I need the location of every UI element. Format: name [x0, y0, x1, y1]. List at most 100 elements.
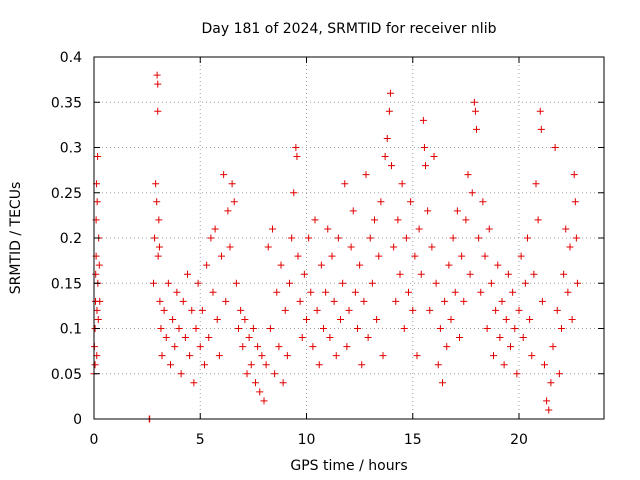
data-point — [95, 261, 103, 269]
data-point — [154, 107, 162, 115]
data-point — [175, 325, 183, 332]
data-point — [560, 270, 568, 278]
data-point — [322, 288, 330, 296]
x-tick-label: 15 — [404, 432, 422, 448]
data-point — [362, 171, 370, 179]
data-point — [373, 315, 381, 323]
data-point — [521, 279, 529, 287]
data-point — [194, 279, 202, 287]
data-point — [258, 352, 266, 360]
data-point — [205, 334, 213, 342]
data-point — [271, 370, 279, 378]
data-point — [298, 334, 306, 342]
data-point — [196, 343, 204, 351]
data-point — [551, 144, 559, 151]
data-point — [494, 261, 502, 269]
data-point — [296, 297, 304, 305]
x-tick-label: 10 — [298, 432, 316, 448]
data-point — [458, 252, 466, 260]
data-point — [260, 397, 268, 405]
data-point — [377, 198, 385, 206]
data-point — [237, 306, 245, 314]
data-point — [498, 297, 506, 305]
data-point — [449, 234, 457, 242]
data-point — [235, 325, 242, 332]
data-point — [553, 306, 561, 314]
data-point — [515, 306, 523, 314]
data-point — [230, 198, 238, 206]
data-point — [317, 261, 325, 269]
data-point — [530, 270, 538, 278]
y-tick-label: 0 — [73, 412, 82, 428]
data-point — [245, 334, 253, 342]
data-point — [566, 243, 574, 251]
data-point — [534, 216, 542, 224]
data-point — [466, 270, 474, 278]
data-point — [513, 370, 521, 378]
data-point — [313, 306, 321, 314]
data-point — [517, 252, 525, 260]
data-point — [439, 379, 446, 387]
data-point — [417, 270, 425, 278]
data-point — [409, 306, 417, 314]
data-point — [543, 397, 551, 405]
data-point — [411, 252, 419, 260]
data-point — [570, 171, 578, 179]
data-point — [256, 388, 264, 396]
data-point — [311, 216, 319, 224]
data-point — [572, 234, 580, 242]
data-point — [239, 343, 247, 351]
data-point — [500, 361, 508, 369]
data-point — [154, 80, 162, 88]
y-tick-label: 0.1 — [60, 322, 82, 338]
data-point — [169, 315, 177, 323]
data-point — [456, 334, 463, 342]
data-point — [154, 252, 162, 260]
data-points — [90, 71, 581, 423]
data-point — [277, 261, 285, 269]
data-point — [286, 279, 293, 287]
data-point — [502, 315, 510, 323]
data-point — [485, 225, 493, 233]
data-point — [479, 198, 487, 206]
y-tick-label: 0.4 — [60, 50, 82, 66]
data-point — [294, 252, 302, 260]
data-point — [426, 306, 434, 314]
data-point — [328, 252, 336, 260]
data-point — [156, 297, 164, 305]
data-point — [337, 315, 344, 323]
data-point — [300, 270, 308, 278]
data-point — [222, 297, 230, 305]
data-point — [568, 315, 576, 323]
y-tick-label: 0.15 — [51, 276, 82, 292]
data-point — [507, 343, 514, 351]
data-point — [173, 288, 181, 296]
x-tick-label: 0 — [90, 432, 99, 448]
data-point — [402, 234, 410, 242]
data-point — [477, 288, 485, 296]
data-point — [303, 315, 310, 323]
data-point — [470, 98, 478, 106]
data-point — [151, 234, 159, 242]
data-point — [396, 270, 404, 278]
data-point — [545, 406, 553, 414]
data-point — [573, 279, 581, 287]
x-tick-labels: 0 5 10 15 20 — [90, 432, 528, 448]
data-point — [341, 180, 349, 188]
data-point — [388, 162, 395, 170]
data-point — [364, 334, 372, 342]
data-point — [541, 361, 548, 369]
data-point — [292, 144, 300, 151]
data-point — [293, 153, 301, 161]
data-point — [266, 325, 274, 332]
data-point — [436, 325, 444, 332]
data-point — [537, 125, 545, 133]
data-point — [481, 252, 489, 260]
data-point — [94, 153, 102, 161]
data-point — [381, 153, 389, 161]
data-point — [190, 379, 198, 387]
data-point — [375, 252, 383, 260]
data-point — [264, 243, 272, 251]
data-point — [415, 225, 423, 233]
data-point — [468, 189, 476, 197]
